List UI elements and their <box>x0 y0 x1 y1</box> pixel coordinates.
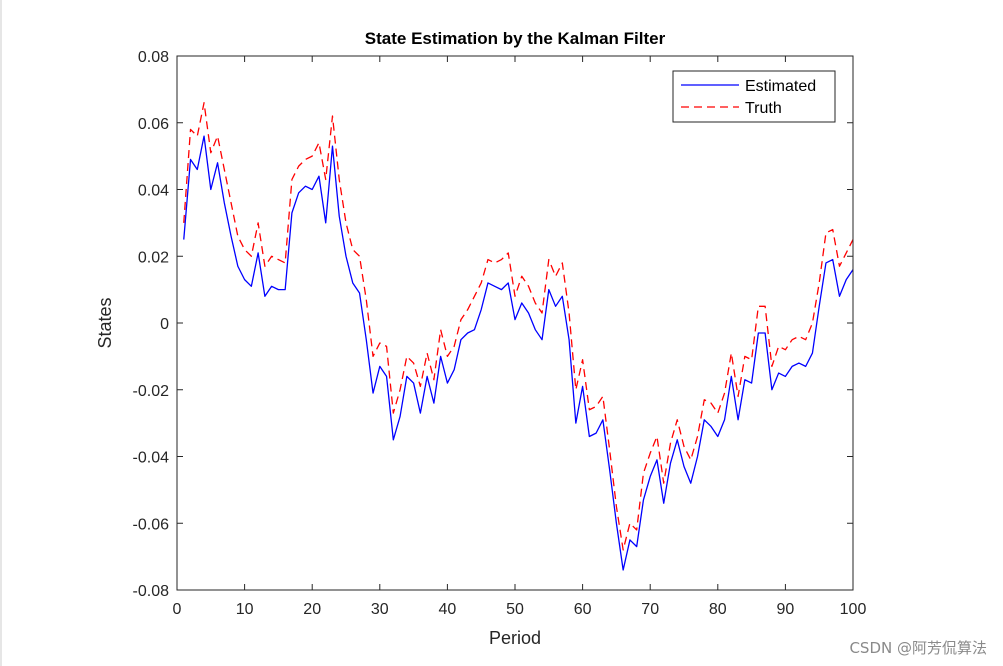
x-tick-label: 20 <box>303 601 321 618</box>
legend-label-truth: Truth <box>745 100 782 117</box>
series-line-truth <box>183 102 854 551</box>
left-border <box>0 0 2 666</box>
x-tick-label: 40 <box>439 601 457 618</box>
legend-label-estimated: Estimated <box>745 78 816 95</box>
x-tick-label: 80 <box>709 601 727 618</box>
y-axis-label: States <box>95 297 115 348</box>
ticks-layer: 0 10 20 30 40 50 60 70 80 90 100 -0.08 -0.06 -0.04 -0.… <box>133 49 867 618</box>
x-tick-label: 70 <box>641 601 659 618</box>
x-tick-label: 30 <box>371 601 389 618</box>
series-layer <box>183 102 854 571</box>
y-tick-label: -0.02 <box>133 383 170 400</box>
x-tick-label: 0 <box>173 601 182 618</box>
y-tick-label: 0.04 <box>138 183 169 200</box>
series-line-estimated <box>183 135 854 571</box>
watermark: CSDN @阿芳侃算法 <box>849 639 987 657</box>
legend: Estimated Truth <box>672 70 836 123</box>
x-tick-label: 60 <box>574 601 592 618</box>
y-tick-label: -0.08 <box>133 583 170 600</box>
plot-frame <box>176 55 854 591</box>
y-tick-label: -0.06 <box>133 516 170 533</box>
x-tick-label: 100 <box>840 601 867 618</box>
y-tick-label: 0.06 <box>138 116 169 133</box>
x-tick-label: 50 <box>506 601 524 618</box>
y-tick-label: 0 <box>160 316 169 333</box>
x-tick-label: 90 <box>777 601 795 618</box>
chart-title: State Estimation by the Kalman Filter <box>365 29 666 48</box>
legend-box <box>672 70 836 123</box>
y-tick-label: 0.08 <box>138 49 169 66</box>
plot-area <box>177 56 853 590</box>
x-tick-label: 10 <box>236 601 254 618</box>
y-tick-label: -0.04 <box>133 450 170 467</box>
x-axis-label: Period <box>489 628 541 648</box>
y-tick-label: 0.02 <box>138 249 169 266</box>
